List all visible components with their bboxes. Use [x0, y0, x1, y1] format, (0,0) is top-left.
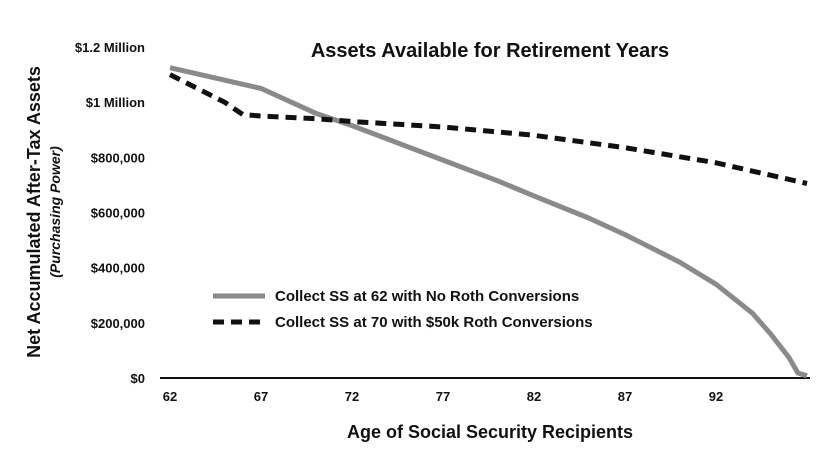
y-axis-title-group: Net Accumulated After-Tax Assets (Purcha… — [24, 66, 63, 358]
y-tick-labels: $0 $200,000 $400,000 $600,000 $800,000 $1 Mil… — [75, 40, 145, 386]
y-tick-label: $600,000 — [91, 206, 145, 221]
legend-label-2: Collect SS at 70 with $50k Roth Conversi… — [275, 314, 593, 331]
x-tick-label: 82 — [527, 389, 541, 404]
y-axis-subtitle: (Purchasing Power) — [47, 146, 63, 278]
y-tick-label: $1.2 Million — [75, 40, 145, 55]
y-tick-label: $1 Million — [86, 95, 145, 110]
y-tick-label: $800,000 — [91, 150, 145, 165]
x-tick-label: 72 — [345, 389, 359, 404]
legend-label-1: Collect SS at 62 with No Roth Conversion… — [275, 288, 579, 305]
legend: Collect SS at 62 with No Roth Conversion… — [213, 288, 593, 331]
y-tick-label: $400,000 — [91, 261, 145, 276]
x-axis-title: Age of Social Security Recipients — [347, 422, 633, 442]
y-tick-label: $200,000 — [91, 316, 145, 331]
x-tick-labels: 62 67 72 77 82 87 92 — [163, 389, 723, 404]
y-axis-title: Net Accumulated After-Tax Assets — [24, 66, 44, 358]
x-tick-label: 92 — [709, 389, 723, 404]
series-lines — [168, 65, 808, 379]
x-tick-label: 87 — [618, 389, 632, 404]
y-tick-label: $0 — [131, 371, 145, 386]
chart-title: Assets Available for Retirement Years — [311, 40, 669, 62]
series-line-2 — [168, 72, 808, 186]
x-tick-label: 62 — [163, 389, 177, 404]
x-tick-label: 67 — [254, 389, 268, 404]
x-tick-label: 77 — [436, 389, 450, 404]
